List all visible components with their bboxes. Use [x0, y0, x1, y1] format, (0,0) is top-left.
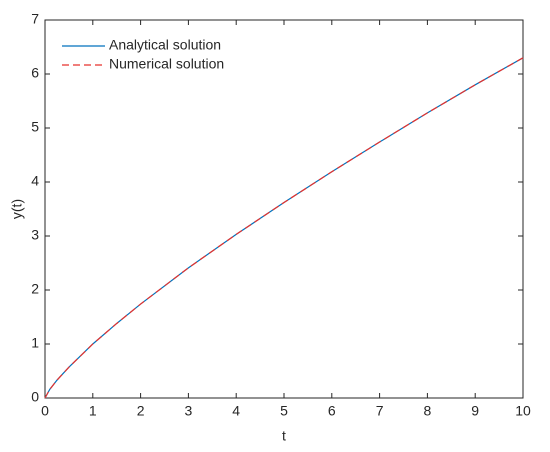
plot-area	[44, 19, 524, 399]
y-tick-label: 4	[31, 173, 39, 189]
y-tick-label: 5	[31, 119, 39, 135]
y-tick-label: 7	[31, 11, 39, 27]
y-tick-label: 6	[31, 65, 39, 81]
x-tick-label: 2	[137, 403, 145, 419]
legend-label: Numerical solution	[109, 56, 224, 72]
legend-label: Analytical solution	[109, 37, 221, 53]
x-axis-label: t	[282, 428, 286, 444]
y-tick-label: 1	[31, 335, 39, 351]
x-tick-label: 10	[515, 403, 531, 419]
x-tick-label: 1	[89, 403, 97, 419]
y-tick-label: 0	[31, 389, 39, 405]
x-tick-label: 7	[376, 403, 384, 419]
x-tick-label: 5	[280, 403, 288, 419]
y-tick-label: 3	[31, 227, 39, 243]
x-tick-label: 6	[328, 403, 336, 419]
series-line	[44, 57, 524, 399]
x-tick-label: 8	[424, 403, 432, 419]
x-tick-label: 0	[41, 403, 49, 419]
x-tick-label: 9	[471, 403, 479, 419]
x-tick-label: 4	[232, 403, 240, 419]
y-axis-label: y(t)	[9, 199, 25, 219]
x-tick-label: 3	[185, 403, 193, 419]
y-tick-label: 2	[31, 281, 39, 297]
